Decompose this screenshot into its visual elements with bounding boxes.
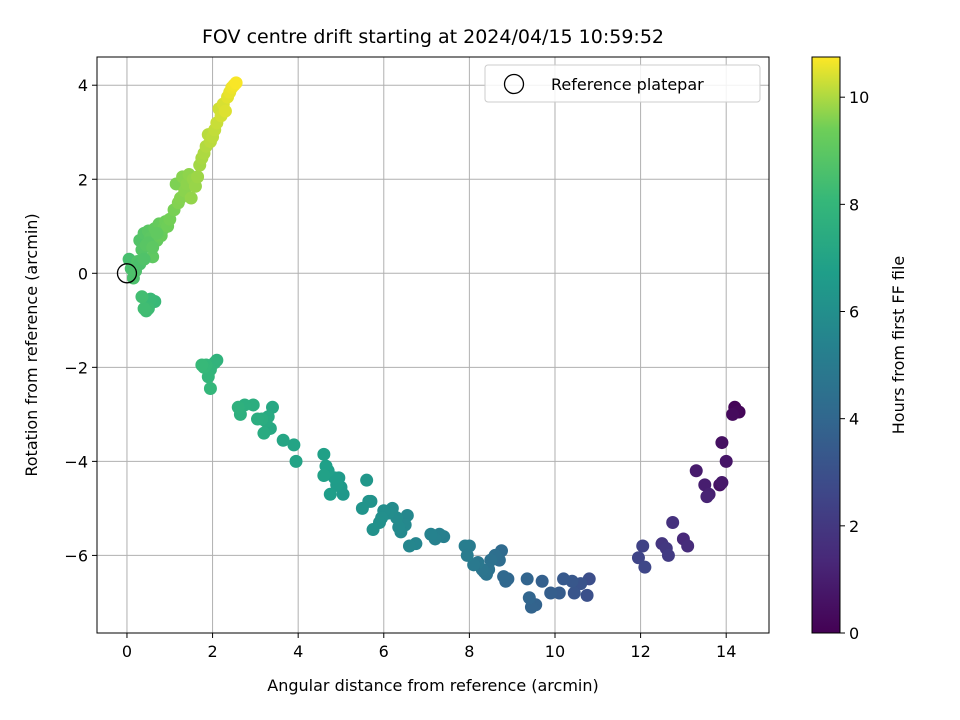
x-tick-label: 8 xyxy=(464,642,474,661)
x-tick-label: 10 xyxy=(545,642,565,661)
scatter-point xyxy=(467,558,481,572)
chart-title: FOV centre drift starting at 2024/04/15 … xyxy=(202,26,664,48)
colorbar-tick-label: 0 xyxy=(849,624,859,643)
x-tick-label: 0 xyxy=(122,642,132,661)
scatter-point xyxy=(146,240,160,254)
scatter-point xyxy=(191,170,205,184)
scatter-point xyxy=(360,473,374,487)
scatter-point xyxy=(135,290,149,304)
grid xyxy=(97,57,769,633)
scatter-point xyxy=(700,490,714,504)
scatter-point xyxy=(557,572,571,586)
y-tick-label: 4 xyxy=(78,76,88,95)
colorbar-ticks: 0 2 4 6 8 10 xyxy=(840,88,869,643)
colorbar-label: Hours from first FF file xyxy=(889,256,908,435)
scatter-point xyxy=(195,358,209,372)
scatter-point xyxy=(355,501,369,515)
colorbar-tick-label: 10 xyxy=(849,88,869,107)
scatter-point xyxy=(231,400,245,414)
plot-frame xyxy=(96,56,770,634)
scatter-point xyxy=(689,464,703,478)
scatter-point xyxy=(203,381,217,395)
y-tick-label: −4 xyxy=(64,452,88,471)
scatter-point xyxy=(366,523,380,537)
scatter-point xyxy=(715,476,729,490)
scatter-point xyxy=(661,548,675,562)
scatter-point xyxy=(289,454,303,468)
scatter-point xyxy=(323,487,337,501)
scatter-point xyxy=(229,76,243,90)
x-tick-label: 4 xyxy=(293,642,303,661)
scatter-point xyxy=(636,539,650,553)
scatter-point xyxy=(719,454,733,468)
scatter-point xyxy=(424,527,438,541)
colorbar: 0 2 4 6 8 10 Hours from first FF file xyxy=(811,56,908,643)
scatter-point xyxy=(257,426,271,440)
colorbar-tick-label: 8 xyxy=(849,195,859,214)
legend-box xyxy=(484,64,761,103)
scatter-point xyxy=(631,551,645,565)
colorbar-tick-label: 6 xyxy=(849,303,859,322)
legend-marker-reference xyxy=(503,73,525,95)
scatter-point xyxy=(544,586,558,600)
scatter-point xyxy=(520,572,534,586)
scatter-point xyxy=(535,574,549,588)
scatter-point xyxy=(287,438,301,452)
scatter-point xyxy=(460,548,474,562)
scatter-point xyxy=(218,104,232,118)
x-tick-label: 2 xyxy=(207,642,217,661)
scatter-point xyxy=(497,570,511,584)
colorbar-tick-label: 4 xyxy=(849,410,859,429)
scatter-points xyxy=(116,76,746,614)
scatter-point xyxy=(137,252,151,266)
scatter-point xyxy=(726,407,740,421)
y-tick-label: 0 xyxy=(78,264,88,283)
x-tick-label: 6 xyxy=(379,642,389,661)
y-tick-label: 2 xyxy=(78,170,88,189)
scatter-point xyxy=(402,539,416,553)
scatter-point xyxy=(137,302,151,316)
x-tick-label: 14 xyxy=(716,642,736,661)
x-tick-label: 12 xyxy=(630,642,650,661)
reference-point xyxy=(116,263,138,284)
scatter-point xyxy=(251,412,265,426)
scatter-point xyxy=(317,468,331,482)
scatter-point xyxy=(184,191,198,205)
scatter-point xyxy=(681,539,695,553)
scatter-point xyxy=(638,560,652,574)
colorbar-tick-label: 2 xyxy=(849,517,859,536)
scatter-point xyxy=(567,586,581,600)
x-axis-ticks: 0 2 4 6 8 10 12 14 xyxy=(122,633,736,661)
scatter-point xyxy=(276,433,290,447)
legend: Reference platepar xyxy=(484,64,761,103)
plot-area: 0 2 4 6 8 10 12 14 −6 −4 −2 0 2 4 xyxy=(64,56,770,661)
colorbar-gradient xyxy=(811,56,841,634)
scatter-point xyxy=(150,226,164,240)
y-axis-ticks: −6 −4 −2 0 2 4 xyxy=(64,76,97,565)
scatter-point xyxy=(522,591,536,605)
x-axis-label: Angular distance from reference (arcmin) xyxy=(267,676,598,695)
y-tick-label: −6 xyxy=(64,546,88,565)
y-tick-label: −2 xyxy=(64,358,88,377)
scatter-point xyxy=(580,588,594,602)
y-axis-label: Rotation from reference (arcmin) xyxy=(22,213,41,476)
scatter-point xyxy=(715,436,729,450)
scatter-point xyxy=(317,447,331,461)
scatter-point xyxy=(666,516,680,530)
legend-label-reference: Reference platepar xyxy=(551,75,704,94)
